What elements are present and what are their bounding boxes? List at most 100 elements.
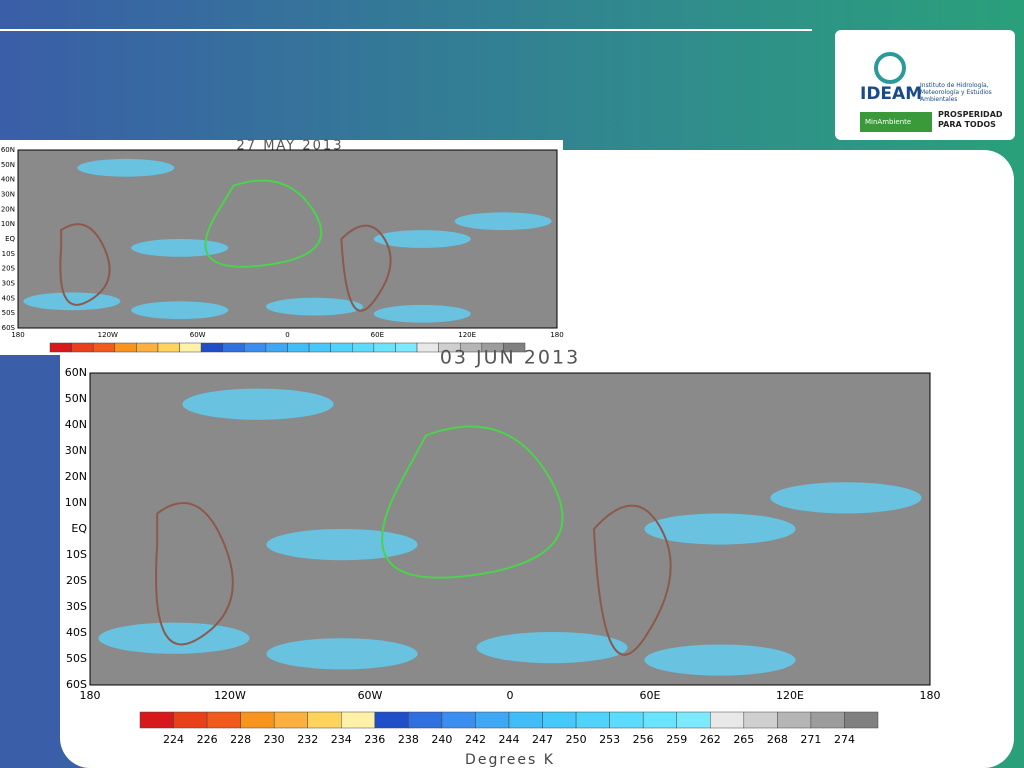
lon-label: 60E xyxy=(640,689,661,702)
colorbar-label: 236 xyxy=(364,733,385,746)
cloud-patch xyxy=(373,230,471,248)
contour-brown xyxy=(59,223,111,306)
colorbar-label: 256 xyxy=(633,733,654,746)
colorbar-label: 232 xyxy=(297,733,318,746)
contour-green xyxy=(381,425,564,579)
colorbar-box xyxy=(374,711,409,729)
lat-label: 10N xyxy=(1,220,15,228)
map-title: 03 JUN 2013 xyxy=(440,347,580,369)
cloud-patch xyxy=(476,631,628,664)
lat-label: 30S xyxy=(2,280,16,288)
colorbar-box xyxy=(373,342,396,353)
colorbar-box xyxy=(307,711,342,729)
colorbar-box xyxy=(330,342,353,353)
cloud-patch xyxy=(266,638,418,670)
logo-subtitle: Instituto de Hidrología, Meteorología y … xyxy=(920,82,992,103)
colorbar-box xyxy=(240,711,275,729)
colorbar-label: 247 xyxy=(532,733,553,746)
lon-label: 180 xyxy=(920,689,941,702)
colorbar-box xyxy=(575,711,610,729)
colorbar-box xyxy=(642,711,677,729)
colorbar-label: 242 xyxy=(465,733,486,746)
colorbar-box xyxy=(139,711,174,729)
colorbar-box xyxy=(475,711,510,729)
lon-label: 120W xyxy=(214,689,246,702)
lat-label: 20N xyxy=(1,205,15,213)
colorbar-label: 240 xyxy=(431,733,452,746)
lat-label: 10S xyxy=(2,250,16,258)
lat-label: 30S xyxy=(66,600,87,613)
lon-label: 120E xyxy=(776,689,804,702)
colorbar-label: 244 xyxy=(499,733,520,746)
lon-label: 60E xyxy=(371,331,384,339)
colorbar-box xyxy=(200,342,223,353)
contour-green xyxy=(204,179,323,268)
colorbar-box xyxy=(71,342,94,353)
colorbar-label: 271 xyxy=(800,733,821,746)
colorbar-box xyxy=(416,342,439,353)
lon-label: 0 xyxy=(285,331,289,339)
colorbar-label: 259 xyxy=(666,733,687,746)
lat-label: 40N xyxy=(65,418,87,431)
cloud-patch xyxy=(131,239,229,257)
lat-label: 40N xyxy=(1,176,15,184)
lat-label: 40S xyxy=(66,626,87,639)
lon-label: 120W xyxy=(98,331,118,339)
lat-label: 30N xyxy=(65,444,87,457)
lat-label: EQ xyxy=(71,522,87,535)
colorbar-label: 250 xyxy=(566,733,587,746)
colorbar-label: 262 xyxy=(700,733,721,746)
cloud-patch xyxy=(23,292,121,311)
colorbar-label: 265 xyxy=(733,733,754,746)
cloud-patch xyxy=(182,388,334,420)
cloud-patch xyxy=(644,513,796,545)
lat-label: 20S xyxy=(2,265,16,273)
lat-label: 60N xyxy=(65,366,87,379)
lon-label: 120E xyxy=(458,331,476,339)
colorbar-box xyxy=(308,342,331,353)
contour-brown xyxy=(340,224,392,312)
cloud-patch xyxy=(644,644,796,676)
lon-label: 180 xyxy=(80,689,101,702)
contour-brown xyxy=(155,502,234,646)
lat-label: 60N xyxy=(1,146,15,154)
lat-label: 10N xyxy=(65,496,87,509)
lat-label: 60S xyxy=(2,324,16,332)
colorbar-box xyxy=(542,711,577,729)
colorbar-box xyxy=(265,342,288,353)
colorbar-box xyxy=(136,342,159,353)
colorbar-box xyxy=(508,711,543,729)
colorbar-box xyxy=(395,342,418,353)
colorbar-label: 230 xyxy=(264,733,285,746)
colorbar-label: 228 xyxy=(230,733,251,746)
lon-label: 180 xyxy=(11,331,24,339)
colorbar-box xyxy=(244,342,267,353)
cloud-patch xyxy=(131,301,229,320)
colorbar-label: 253 xyxy=(599,733,620,746)
lat-label: 50N xyxy=(1,161,15,169)
logo-icon xyxy=(874,52,906,84)
colorbar-box xyxy=(92,342,116,353)
colorbar-label: 274 xyxy=(834,733,855,746)
slogan-box: PROSPERIDAD PARA TODOS xyxy=(938,110,1003,129)
colorbar-box xyxy=(503,342,526,353)
colorbar-box xyxy=(408,711,443,729)
colorbar-box xyxy=(114,342,137,353)
lon-label: 60W xyxy=(358,689,383,702)
lat-label: 50N xyxy=(65,392,87,405)
colorbar-box xyxy=(222,342,245,353)
colorbar-box xyxy=(273,711,308,729)
side-strip xyxy=(0,345,60,768)
ministry-badge xyxy=(860,112,932,132)
lon-label: 0 xyxy=(507,689,514,702)
colorbar-box xyxy=(352,342,375,353)
colorbar-box xyxy=(287,342,310,353)
cloud-patch xyxy=(770,482,922,514)
colorbar-box xyxy=(777,711,812,729)
colorbar-label: 234 xyxy=(331,733,352,746)
colorbar-box xyxy=(609,711,644,729)
cloud-patch xyxy=(454,212,552,231)
colorbar-box xyxy=(844,711,879,729)
colorbar-box xyxy=(441,711,476,729)
lon-label: 180 xyxy=(550,331,563,339)
